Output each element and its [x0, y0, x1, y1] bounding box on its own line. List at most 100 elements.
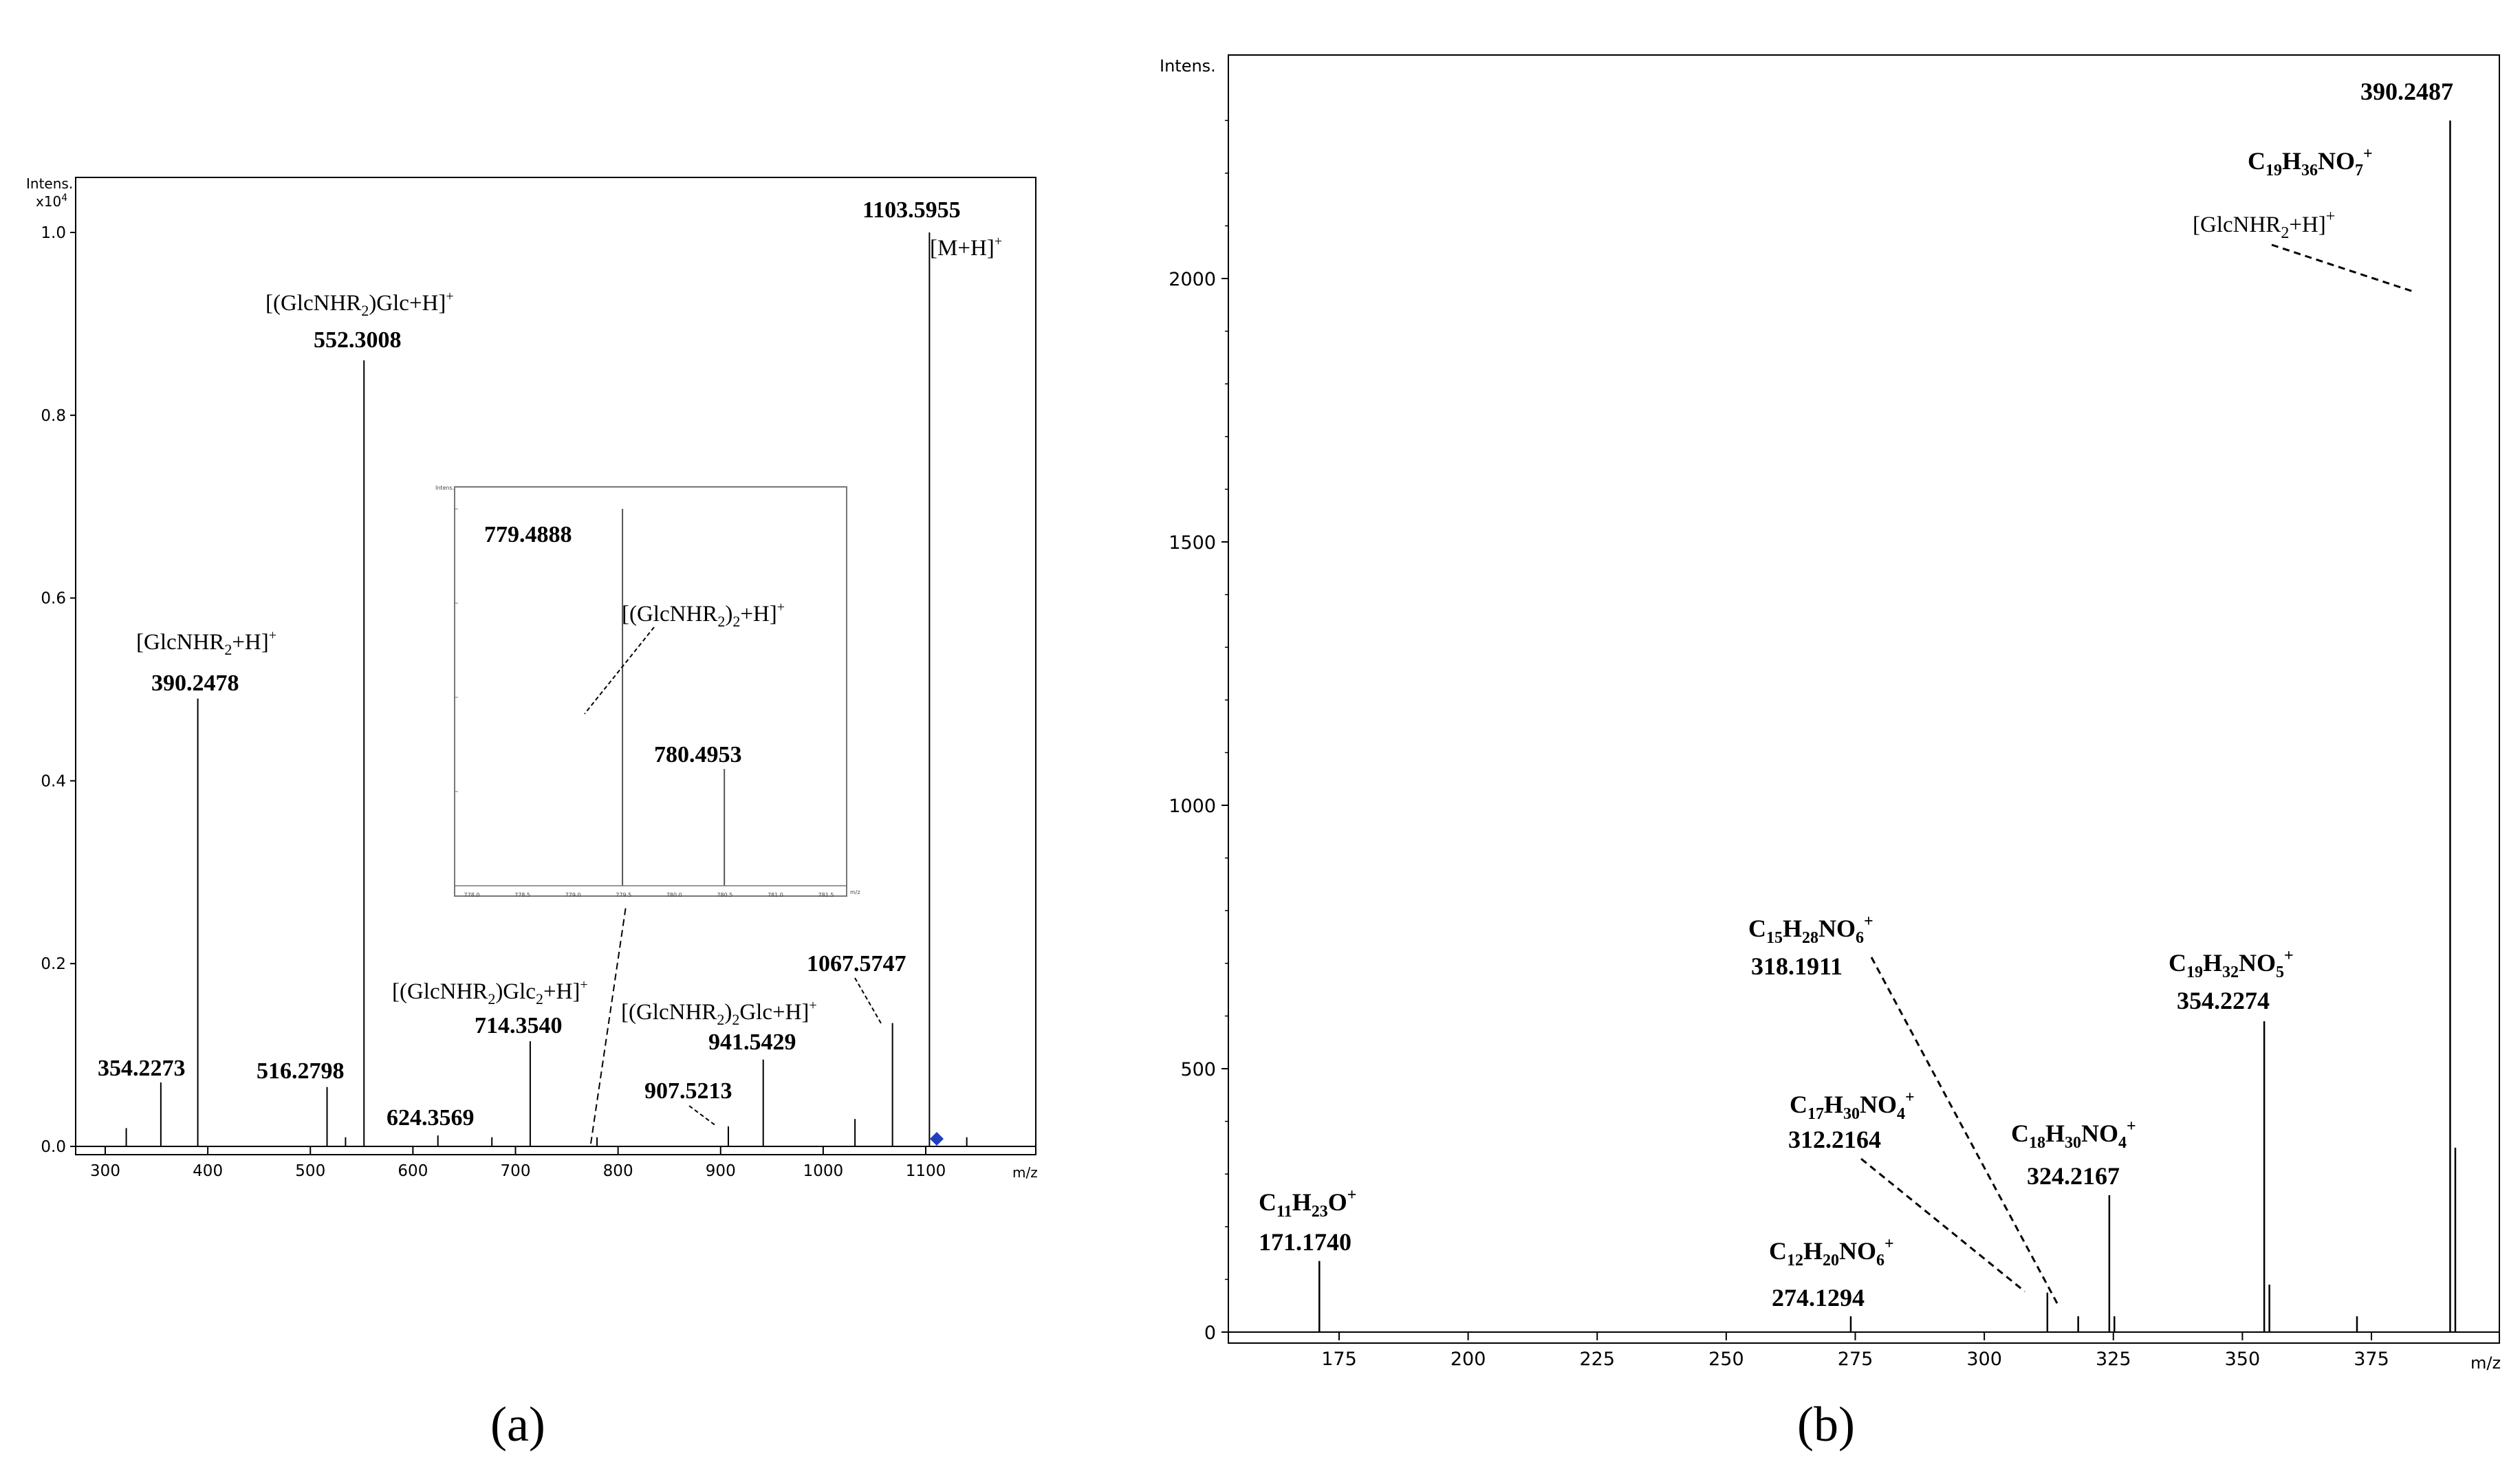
x-tick-label: 500 [295, 1162, 325, 1180]
panel-a-ion-labels: [M+H]+ [(GlcNHR2)Glc+H]+ [GlcNHR2+H]+ [(… [136, 234, 1002, 1028]
inset-x-tick-label: 779.0 [565, 892, 581, 898]
y-tick-label: 0.6 [41, 590, 66, 608]
ion-label-c11h23o: C11H23O+ [1259, 1186, 1356, 1221]
inset-x-tick-label: 779.5 [616, 892, 631, 898]
ion-label-glcnhr2-glc2: [(GlcNHR2)Glc2+H]+ [392, 977, 588, 1007]
panel-b-frame [1228, 54, 2500, 1344]
panel-a-y-title: Intens. [26, 175, 73, 192]
peak-label-171b: 171.1740 [1259, 1228, 1351, 1256]
inset-ion-label: [(GlcNHR2)2+H]+ [622, 600, 785, 630]
panel-b-y-title: Intens. [1160, 56, 1216, 76]
x-tick-label: 900 [706, 1162, 736, 1180]
inset-x-title: m/z [850, 889, 860, 895]
peak-label-907: 907.5213 [644, 1078, 732, 1104]
inset-y-title: Intens. [435, 485, 454, 491]
panel-a-x-axis: 300 400 500 600 700 800 900 1000 1100 [90, 1146, 946, 1180]
inset-peak-label-779: 779.4888 [484, 522, 572, 547]
leader-inset [590, 906, 627, 1144]
inset-x-tick-label: 780.0 [666, 892, 682, 898]
x-tick-label: 175 [1321, 1349, 1357, 1370]
x-tick-label: 250 [1708, 1349, 1744, 1370]
ion-label-c12h20no6: C12H20NO6+ [1769, 1235, 1894, 1270]
ion-label-glcnhr2: [GlcNHR2+H]+ [136, 628, 276, 658]
panel-a-frame [75, 177, 1036, 1155]
x-tick-label: 1100 [906, 1162, 946, 1180]
peak-label-552: 552.3008 [314, 327, 402, 353]
precursor-marker [930, 1132, 944, 1146]
ion-label-c18h30no4: C18H30NO4+ [2011, 1118, 2136, 1152]
x-tick-label: 350 [2225, 1349, 2261, 1370]
y-tick-label: 0 [1204, 1322, 1216, 1344]
ion-label-c19h32no5: C19H32NO5+ [2169, 947, 2294, 981]
inset-x-tick-label: 778.5 [514, 892, 530, 898]
panel-a-peak-labels: 1103.5955 552.3008 390.2478 354.2273 516… [98, 197, 961, 1131]
y-tick-label: 0.2 [41, 955, 66, 973]
panel-a-spectrum [125, 232, 968, 1146]
ion-label-m-h: [M+H]+ [930, 234, 1002, 261]
panel-b-ion-labels: C19H36NO7+ [GlcNHR2+H]+ C19H32NO5+ C18H3… [1259, 145, 2373, 1270]
x-tick-label: 1000 [803, 1162, 844, 1180]
inset-spectrum [455, 509, 847, 886]
peak-label-324b: 324.2167 [2027, 1162, 2120, 1190]
peak-label-390b: 390.2487 [2360, 78, 2453, 105]
peak-label-516: 516.2798 [257, 1058, 345, 1084]
y-tick-label: 0.4 [41, 772, 66, 790]
panel-b: Intens. 0 500 1000 1500 2000 175 200 225 250 275… [1160, 54, 2501, 1452]
ion-label-glcnhr2-b: [GlcNHR2+H]+ [2193, 208, 2335, 242]
ion-label-c19h36no7: C19H36NO7+ [2248, 145, 2373, 179]
y-tick-label: 1000 [1169, 796, 1216, 817]
ion-label-c17h30no4: C17H30NO4+ [1790, 1089, 1915, 1123]
inset-leader [584, 626, 655, 715]
panel-a-x-title: m/z [1012, 1164, 1038, 1181]
peak-label-941: 941.5429 [708, 1029, 796, 1055]
y-tick-label: 1.0 [41, 224, 66, 242]
y-tick-label: 0.8 [41, 407, 66, 425]
y-tick-label: 0.0 [41, 1138, 66, 1156]
panel-b-peak-labels: 390.2487 354.2274 324.2167 318.1911 312.… [1259, 78, 2453, 1311]
peak-label-624: 624.3569 [387, 1105, 475, 1131]
panel-a: Intens. x104 0.0 0.2 0.4 0.6 0.8 1.0 300 400 50… [26, 175, 1038, 1452]
leader-312b [1860, 1157, 2025, 1293]
panel-a-y-axis: 0.0 0.2 0.4 0.6 0.8 1.0 [41, 224, 76, 1156]
peak-label-318b: 318.1911 [1751, 952, 1843, 980]
panel-a-label: (a) [490, 1397, 545, 1452]
ion-label-glcnhr2-glc: [(GlcNHR2)Glc+H]+ [265, 289, 454, 319]
y-tick-label: 2000 [1169, 269, 1216, 290]
panel-b-x-title: m/z [2470, 1353, 2501, 1373]
x-tick-label: 800 [603, 1162, 633, 1180]
peak-label-312b: 312.2164 [1788, 1126, 1881, 1153]
peak-label-354: 354.2273 [98, 1056, 186, 1081]
x-tick-label: 325 [2096, 1349, 2131, 1370]
inset: Intens. m/z 778.0 778.5 779.0 779.5 780.0 780… [435, 485, 860, 898]
x-tick-label: 225 [1579, 1349, 1615, 1370]
panel-a-y-multiplier: x104 [36, 193, 67, 210]
panel-b-label: (b) [1797, 1397, 1855, 1452]
ion-label-c15h28no6: C15H28NO6+ [1748, 913, 1873, 947]
x-tick-label: 375 [2354, 1349, 2389, 1370]
ion-label-glcnhr2-2-glc: [(GlcNHR2)2Glc+H]+ [621, 998, 817, 1028]
inset-peak-label-780: 780.4953 [654, 742, 742, 767]
peak-label-274b: 274.1294 [1772, 1284, 1865, 1311]
y-tick-label: 500 [1180, 1059, 1216, 1080]
inset-frame [454, 486, 847, 897]
peak-label-390: 390.2478 [151, 671, 239, 696]
x-tick-label: 700 [501, 1162, 531, 1180]
inset-x-tick-label: 781.5 [818, 892, 834, 898]
peak-label-354b: 354.2274 [2177, 987, 2270, 1014]
peak-label-1103: 1103.5955 [862, 197, 961, 223]
inset-x-axis: 778.0 778.5 779.0 779.5 780.0 780.5 781.0 781.5 [464, 892, 834, 898]
x-tick-label: 200 [1451, 1349, 1486, 1370]
leader-glcnhr2-b [2271, 243, 2416, 294]
x-tick-label: 300 [1966, 1349, 2002, 1370]
inset-x-tick-label: 780.5 [717, 892, 732, 898]
leader-907 [688, 1105, 717, 1126]
x-tick-label: 300 [90, 1162, 120, 1180]
x-tick-label: 275 [1838, 1349, 1873, 1370]
peak-label-1067: 1067.5747 [807, 951, 906, 977]
leader-318b [1870, 957, 2059, 1305]
panel-b-y-axis: 0 500 1000 1500 2000 [1169, 120, 1228, 1344]
y-tick-label: 1500 [1169, 532, 1216, 554]
leader-1067 [854, 977, 882, 1024]
inset-x-tick-label: 778.0 [464, 892, 480, 898]
